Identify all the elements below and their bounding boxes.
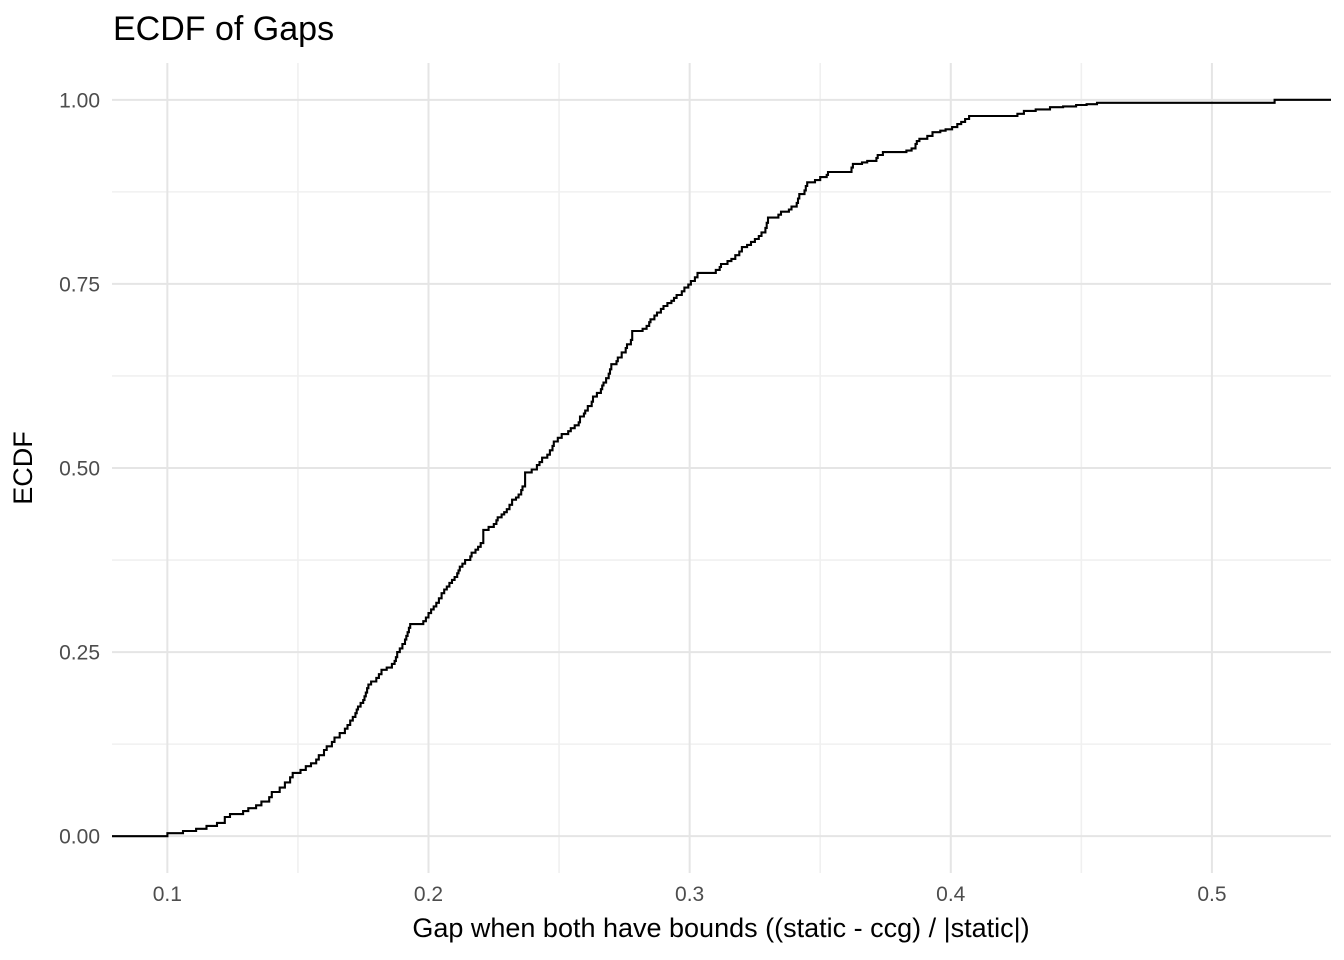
x-tick-label: 0.3 xyxy=(675,883,704,906)
chart-title: ECDF of Gaps xyxy=(113,10,334,48)
y-tick-label: 0.75 xyxy=(59,273,100,296)
ecdf-step-line xyxy=(112,98,1331,838)
y-tick-label: 0.00 xyxy=(59,826,100,849)
y-tick-label: 1.00 xyxy=(59,89,100,112)
y-axis-tick-labels: 0.00 0.25 0.50 0.75 1.00 xyxy=(59,89,100,848)
y-tick-label: 0.25 xyxy=(59,642,100,665)
x-tick-label: 0.5 xyxy=(1197,883,1226,906)
x-axis-tick-labels: 0.1 0.2 0.3 0.4 0.5 xyxy=(153,883,1227,906)
x-tick-label: 0.1 xyxy=(153,883,182,906)
y-tick-label: 0.50 xyxy=(59,458,100,481)
grid-minor-lines xyxy=(112,63,1331,873)
x-axis-title: Gap when both have bounds ((static - ccg… xyxy=(412,913,1029,943)
x-tick-label: 0.2 xyxy=(414,883,443,906)
y-axis-title: ECDF xyxy=(8,431,38,505)
x-tick-label: 0.4 xyxy=(936,883,966,906)
grid-major-lines xyxy=(112,63,1331,873)
